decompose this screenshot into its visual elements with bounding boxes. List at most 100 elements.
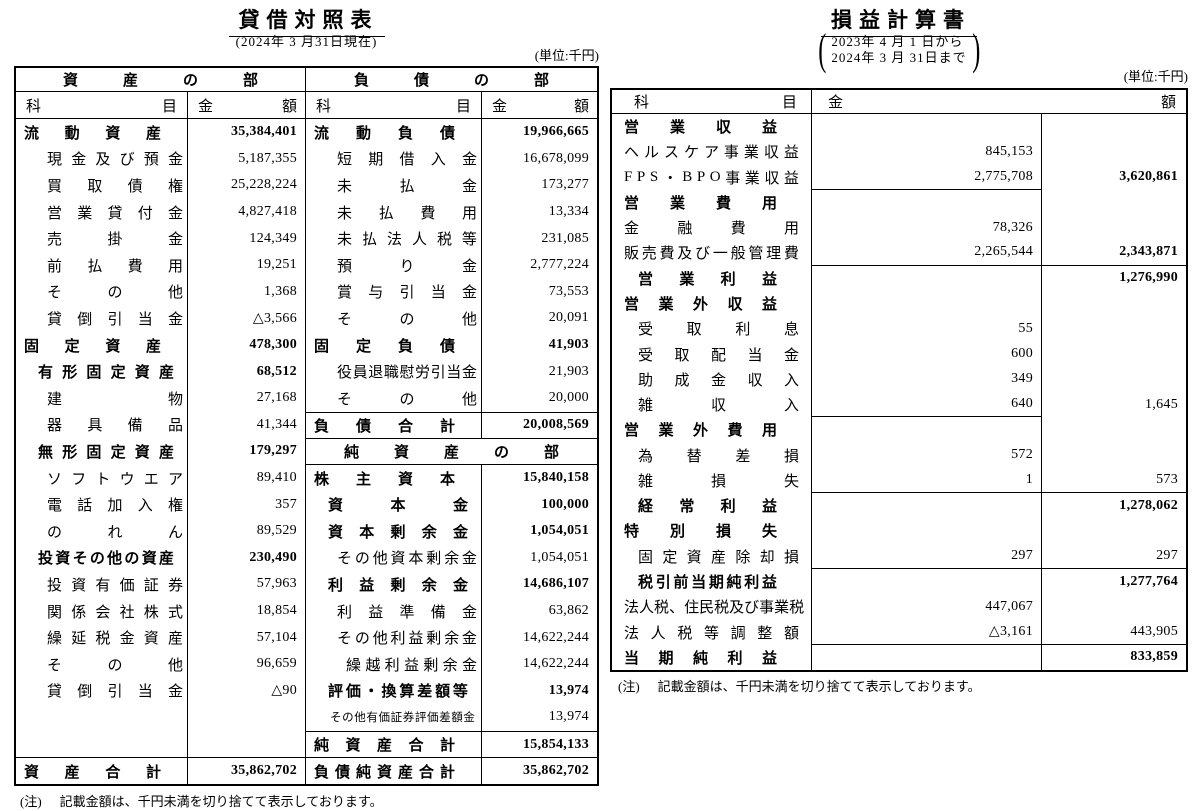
income-statement-table: 科目金額営業収益ヘルスケア事業収益 845,153 F P S ・ B P O 事業収益 2,775… [610,88,1188,672]
pl-row-label: 金融費用 [612,215,812,241]
blank-cell [188,730,306,758]
liability-row-label: 純資産合計 [306,730,482,758]
pl-row-amount-detail: 572 [812,442,1042,468]
pl-row-amount-detail: 2,775,708 [812,164,1042,190]
asset-row-label: 電話加入権 [16,491,188,518]
liability-row-value: 16,678,099 [523,150,589,166]
pl-row-amount-detail [812,518,1042,544]
asset-row-value: 4,827,418 [188,198,306,226]
pl-row-label: F P S ・ B P O 事業収益 [612,164,812,190]
pl-row-label: 助成金収入 [612,366,812,392]
pl-row-amount-total [1042,215,1186,240]
asset-row-value: 35,862,702 [188,757,306,784]
liability-row-label: 役員退職慰労引当金 [306,358,482,385]
liability-row-value: 15,854,133 [482,730,597,758]
liability-row-label: 賞与引当金 [306,278,482,306]
liability-row-label: 評価・換算差額等 [306,677,482,705]
pl-row-amount-detail: 1 [812,467,1042,494]
pl-row-amount-total [1042,139,1186,164]
pl-row-amount-detail [812,265,1042,291]
asset-row-label: 貸倒引当金 [16,305,188,332]
asset-row-value: 18,854 [188,597,306,625]
pl-row-amount-detail: 845,153 [812,139,1042,165]
liability-row-value: 14,686,107 [523,576,589,592]
asset-row-value: 179,297 [188,438,306,465]
pl-row-label: 当期純利益 [612,644,812,670]
asset-row-label: 固定資産 [16,331,188,359]
asset-row-label: 現金及び預金 [16,145,188,173]
pl-row-amount-detail: △3,161 [812,619,1042,645]
liability-row-value: 20,091 [548,310,589,326]
pl-row-amount-detail: 78,326 [812,215,1042,241]
liability-row-label: 利益準備金 [306,597,482,625]
pl-row-label: 法人税、住民税及び事業税 [612,594,812,620]
liability-row-value: 1,054,051 [530,523,589,539]
asset-row-label: 投資有価証券 [16,571,188,598]
column-header-amount: 金額 [188,92,306,119]
asset-row-label: その他 [16,651,188,678]
pl-row-amount-detail: 640 [812,392,1042,418]
pl-row-label: 経常利益 [612,493,812,519]
income-statement-period: ( 2023年 4 月 1 日から 2024年 3 月 31日まで ) [610,28,1188,72]
liability-row-value: 13,974 [548,682,589,698]
liability-row-value: 41,903 [548,337,589,353]
liability-row-value: 20,000 [548,390,589,406]
pl-row-amount-total [1042,291,1186,316]
pl-row-amount-total [1042,114,1186,139]
pl-row-label: 特別損失 [612,518,812,544]
asset-row-value: 35,384,401 [188,119,306,146]
pl-row-amount-total: 1,645 [1145,396,1178,412]
liability-row-value: 15,840,158 [523,470,589,486]
column-header-amount: 金額 [812,90,1186,114]
asset-row-label: のれん [16,518,188,545]
pl-row-label: 受取利息 [612,316,812,342]
liability-row-label: 資本金 [306,491,482,518]
liability-row-label: その他資本剰余金 [306,544,482,572]
liability-row-value: 100,000 [541,496,589,512]
asset-row-value: 68,512 [188,358,306,385]
pl-row-amount-detail [812,568,1042,595]
liability-row-label: 預り金 [306,252,482,279]
liability-row-label: その他 [306,385,482,412]
column-header-amount: 金額 [482,92,597,119]
pl-row-label: 為替差損 [612,442,812,468]
pl-row-amount-total [1042,443,1186,468]
pl-row-amount-total: 833,859 [1130,649,1178,665]
liability-row-label: 株主資本 [306,464,482,492]
column-header-item: 科目 [306,92,482,119]
pl-row-amount-total: 297 [1042,544,1186,569]
balance-sheet-footnote: (注) 記載金額は、千円未満を切り捨てて表示しております。 [20,791,383,810]
pl-row-amount-total [1042,341,1186,366]
pl-row-amount-detail [812,290,1042,317]
pl-row-amount-detail [812,493,1042,519]
liability-row-label: 負債純資産合計 [306,757,482,784]
asset-row-value: 25,228,224 [188,172,306,199]
liability-row-value: 73,553 [548,283,589,299]
balance-sheet-title: 貸借対照表 [14,4,599,37]
asset-row-value: 5,187,355 [188,145,306,173]
footnote-text: 記載金額は、千円未満を切り捨てて表示しております。 [59,794,383,809]
pl-row-label: 税引前当期純利益 [612,568,812,595]
asset-row-label: 関係会社株式 [16,597,188,625]
pl-row-amount-total [1042,518,1186,543]
footnote-label: (注) [20,794,42,809]
pl-row-label: ヘルスケア事業収益 [612,139,812,165]
liability-row-label: その他 [306,305,482,332]
pl-row-amount-total [1042,417,1186,442]
asset-row-label: 流動資産 [16,119,188,146]
column-header-item: 科目 [16,92,188,119]
pl-row-amount-total [1042,190,1186,215]
liability-row-value: 14,622,244 [523,629,589,645]
pl-row-amount-detail [812,417,1042,443]
asset-row-label: 営業貸付金 [16,198,188,226]
liability-row-label: 未払費用 [306,198,482,226]
income-statement-footnote: (注) 記載金額は、千円未満を切り捨てて表示しております。 [618,676,981,695]
liability-row-label: 短期借入金 [306,145,482,173]
pl-row-amount-detail: 55 [812,316,1042,342]
blank-cell [16,730,188,758]
liability-row-value: 19,966,665 [523,124,589,140]
liability-row-value: 21,903 [548,363,589,379]
liability-row-label: 固定負債 [306,331,482,359]
liability-row-label: 未払法人税等 [306,225,482,252]
liability-row-value: 13,974 [548,709,589,725]
